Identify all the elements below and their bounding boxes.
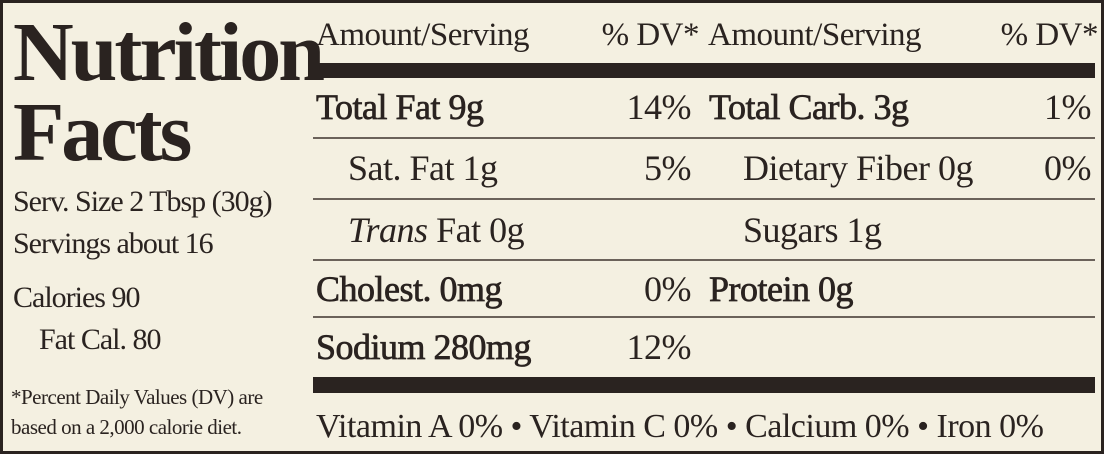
header: Amount/Serving xyxy=(316,17,530,53)
thick-rule xyxy=(313,63,1095,78)
nutrient: Sat. Fat 1g xyxy=(348,148,498,188)
header: % DV* xyxy=(601,17,700,53)
nutrient: Sugars 1g xyxy=(743,210,882,250)
title: Nutrition xyxy=(13,6,325,99)
daily-value: 0% xyxy=(644,269,692,309)
daily-value: 5% xyxy=(644,148,692,188)
nutrient: Cholest. 0mg xyxy=(316,269,503,310)
serving-size: Serv. Size 2 Tbsp (30g) xyxy=(13,185,273,218)
rule xyxy=(313,137,1095,139)
title: Facts xyxy=(13,86,192,179)
calories: Calories 90 xyxy=(13,281,140,314)
thick-rule xyxy=(313,377,1095,393)
daily-value: 1% xyxy=(1044,87,1092,127)
nutrient: Dietary Fiber 0g xyxy=(743,148,973,188)
rule xyxy=(313,259,1095,261)
rule xyxy=(313,198,1095,200)
nutrient: Total Carb. 3g xyxy=(709,87,910,128)
nutrient-italic: Trans xyxy=(348,210,428,250)
daily-value: 14% xyxy=(626,87,692,127)
nutrient: Protein 0g xyxy=(709,269,854,310)
vitamins: Vitamin A 0% • Vitamin C 0% • Calcium 0%… xyxy=(316,408,1044,445)
header: % DV* xyxy=(1000,17,1099,53)
daily-value: 12% xyxy=(626,327,692,367)
daily-value: 0% xyxy=(1044,148,1092,188)
nutrient: Total Fat 9g xyxy=(316,87,485,128)
nutrient: Trans Fat 0g xyxy=(348,210,525,250)
footnote: *Percent Daily Values (DV) are xyxy=(11,385,263,409)
fat-calories: Fat Cal. 80 xyxy=(39,323,161,356)
rule xyxy=(313,316,1095,318)
nutrient: Sodium 280mg xyxy=(316,327,532,368)
footnote: based on a 2,000 calorie diet. xyxy=(11,415,242,439)
header: Amount/Serving xyxy=(708,17,922,53)
servings: Servings about 16 xyxy=(13,227,214,260)
nutrient: Fat 0g xyxy=(436,210,525,250)
